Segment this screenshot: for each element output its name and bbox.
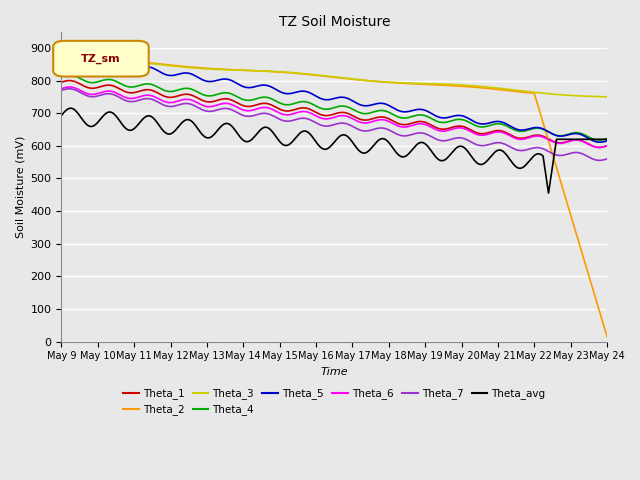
Theta_7 [289, 118, 297, 123]
Theta_2 [310, 72, 318, 78]
Theta_1 [310, 108, 318, 114]
Theta_4 [122, 84, 130, 89]
Theta_7 [301, 115, 308, 121]
Theta_7 [310, 119, 318, 125]
Line: Theta_avg: Theta_avg [61, 108, 607, 193]
Theta_4 [58, 74, 65, 80]
Theta_avg [369, 144, 376, 150]
Line: Theta_7: Theta_7 [61, 89, 607, 160]
X-axis label: Time: Time [321, 367, 348, 377]
Theta_4 [289, 101, 297, 107]
Theta_7 [595, 157, 603, 163]
Theta_4 [65, 72, 73, 78]
Theta_6 [369, 119, 376, 124]
Theta_6 [122, 95, 130, 101]
Theta_avg [289, 138, 297, 144]
Theta_3 [604, 94, 611, 100]
Theta_3 [368, 78, 376, 84]
Theta_5 [100, 59, 108, 64]
Theta_6 [289, 111, 297, 117]
Theta_5 [310, 92, 318, 98]
Theta_1 [100, 83, 108, 89]
Line: Theta_2: Theta_2 [61, 56, 607, 337]
Theta_2 [100, 56, 108, 61]
Theta_2 [368, 78, 376, 84]
Theta_avg [301, 128, 308, 134]
Theta_1 [122, 89, 130, 95]
Theta_1 [58, 79, 65, 85]
Theta_avg [122, 126, 130, 132]
Title: TZ Soil Moisture: TZ Soil Moisture [278, 15, 390, 29]
Theta_5 [289, 90, 297, 96]
Theta_6 [310, 112, 318, 118]
Theta_avg [604, 136, 611, 142]
Theta_6 [301, 108, 308, 114]
Theta_5 [301, 88, 308, 94]
Theta_4 [369, 109, 376, 115]
Text: TZ_sm: TZ_sm [81, 54, 120, 64]
Line: Theta_1: Theta_1 [61, 81, 607, 147]
Theta_6 [65, 84, 73, 90]
Theta_7 [369, 127, 376, 132]
Theta_1 [289, 107, 297, 113]
Theta_2 [122, 58, 130, 63]
Line: Theta_6: Theta_6 [61, 87, 607, 147]
Theta_5 [58, 53, 65, 59]
Theta_1 [604, 143, 611, 149]
Theta_3 [310, 72, 318, 77]
Y-axis label: Soil Moisture (mV): Soil Moisture (mV) [15, 135, 25, 238]
Theta_6 [595, 144, 603, 150]
Theta_2 [604, 334, 611, 340]
Theta_6 [58, 86, 65, 92]
Theta_1 [301, 105, 308, 111]
Theta_3 [289, 70, 297, 75]
Theta_7 [100, 91, 108, 97]
Theta_7 [604, 156, 611, 162]
Theta_avg [310, 137, 318, 143]
FancyBboxPatch shape [53, 41, 148, 76]
Theta_5 [604, 138, 611, 144]
Theta_1 [595, 144, 603, 150]
Theta_1 [65, 78, 73, 84]
Line: Theta_4: Theta_4 [61, 75, 607, 140]
Theta_5 [65, 52, 72, 58]
Theta_1 [369, 116, 376, 122]
Theta_6 [604, 143, 611, 149]
Theta_4 [604, 136, 611, 142]
Line: Theta_5: Theta_5 [61, 55, 607, 142]
Theta_avg [100, 112, 108, 118]
Theta_3 [122, 58, 130, 63]
Theta_6 [100, 89, 108, 95]
Theta_3 [58, 54, 65, 60]
Theta_5 [122, 65, 130, 71]
Theta_4 [310, 102, 318, 108]
Theta_3 [300, 71, 308, 76]
Theta_2 [58, 53, 65, 59]
Theta_7 [65, 86, 73, 92]
Theta_3 [100, 56, 108, 62]
Theta_4 [301, 99, 308, 105]
Theta_7 [122, 98, 130, 104]
Theta_2 [289, 70, 297, 76]
Theta_2 [300, 71, 308, 77]
Theta_4 [595, 137, 603, 143]
Theta_avg [67, 105, 75, 111]
Theta_4 [100, 77, 108, 83]
Line: Theta_3: Theta_3 [61, 57, 607, 97]
Theta_5 [369, 102, 376, 108]
Theta_5 [596, 139, 604, 145]
Legend: Theta_1, Theta_2, Theta_3, Theta_4, Theta_5, Theta_6, Theta_7, Theta_avg: Theta_1, Theta_2, Theta_3, Theta_4, Thet… [119, 384, 550, 420]
Theta_avg [545, 190, 552, 196]
Theta_avg [58, 113, 65, 119]
Theta_7 [58, 87, 65, 93]
